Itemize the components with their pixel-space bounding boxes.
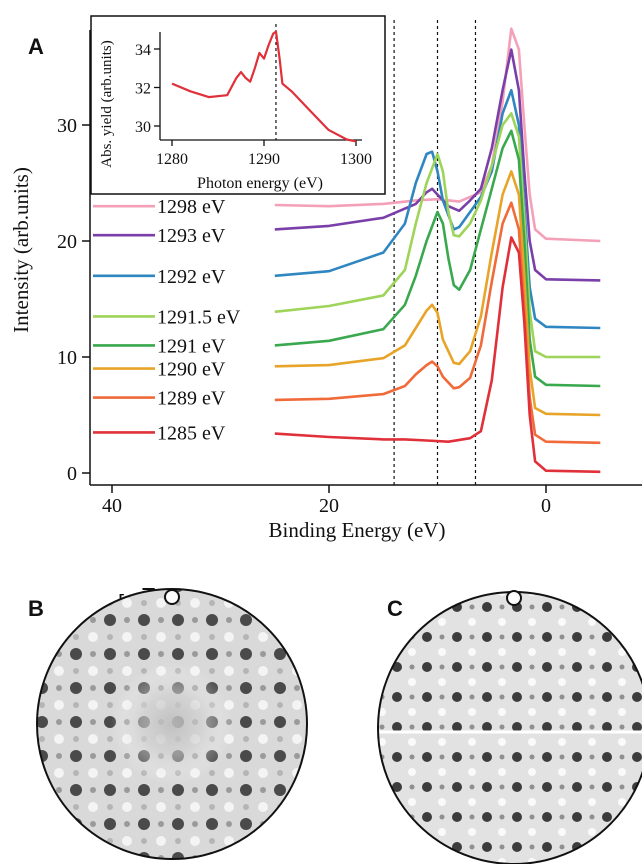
series-legend-label: 1285 eV xyxy=(157,422,226,444)
inset-x-tick-label: 1290 xyxy=(248,151,280,168)
series-line xyxy=(274,112,601,359)
series-legend-label: 1289 eV xyxy=(157,388,226,410)
x-tick-label: 0 xyxy=(541,495,551,517)
pattern-b-center xyxy=(37,589,307,859)
pattern-b-marker xyxy=(164,589,180,605)
inset-y-tick-label: 30 xyxy=(135,119,151,136)
panel-b-label: B xyxy=(28,596,44,621)
series-line xyxy=(274,170,601,417)
inset-series-line xyxy=(171,30,357,143)
inset-y-tick-label: 32 xyxy=(135,81,151,98)
inset-x-tick-label: 1300 xyxy=(340,151,372,168)
series-legend-label: 1290 eV xyxy=(157,359,226,381)
inset-x-tick-label: 1280 xyxy=(156,151,188,168)
series-line xyxy=(274,48,601,282)
pattern-c-marker xyxy=(506,590,522,606)
x-tick-label: 40 xyxy=(102,495,122,517)
panel-c-label: C xyxy=(387,596,403,621)
y-tick-label: 30 xyxy=(57,115,77,137)
inset-frame xyxy=(90,15,386,195)
series-legend-label: 1291 eV xyxy=(157,335,226,357)
y-tick-label: 10 xyxy=(57,347,77,369)
y-tick-label: 0 xyxy=(67,463,77,485)
inset-x-axis-title: Photon energy (eV) xyxy=(197,175,323,192)
pattern-b xyxy=(36,588,308,860)
pattern-c xyxy=(377,590,642,864)
series-line xyxy=(274,236,601,474)
series-legend-label: 1291.5 eV xyxy=(157,306,241,328)
series-line xyxy=(274,27,601,243)
inset-y-tick-label: 34 xyxy=(135,42,151,59)
panel-a-label: A xyxy=(28,34,44,59)
series-line xyxy=(274,129,601,388)
inset-plot-area: 1280 1290 1300 30 32 34 Photon energy (eV) Abs.… xyxy=(90,15,386,195)
series-legend-label: 1298 eV xyxy=(157,196,226,218)
inset-y-axis-title: Abs. yield (arb.units) xyxy=(99,40,115,167)
x-tick-label: 20 xyxy=(319,495,339,517)
pattern-c-texture xyxy=(378,592,642,864)
main-plot-area: 40 20 0 0 10 20 30 Binding Energy (eV) Intensity… xyxy=(9,20,642,542)
x-axis-title: Binding Energy (eV) xyxy=(269,518,446,542)
y-axis-title: Intensity (arb.units) xyxy=(9,167,33,333)
series-legend-label: 1293 eV xyxy=(157,225,226,247)
series-legend-label: 1292 eV xyxy=(157,266,226,288)
y-tick-label: 20 xyxy=(57,231,77,253)
